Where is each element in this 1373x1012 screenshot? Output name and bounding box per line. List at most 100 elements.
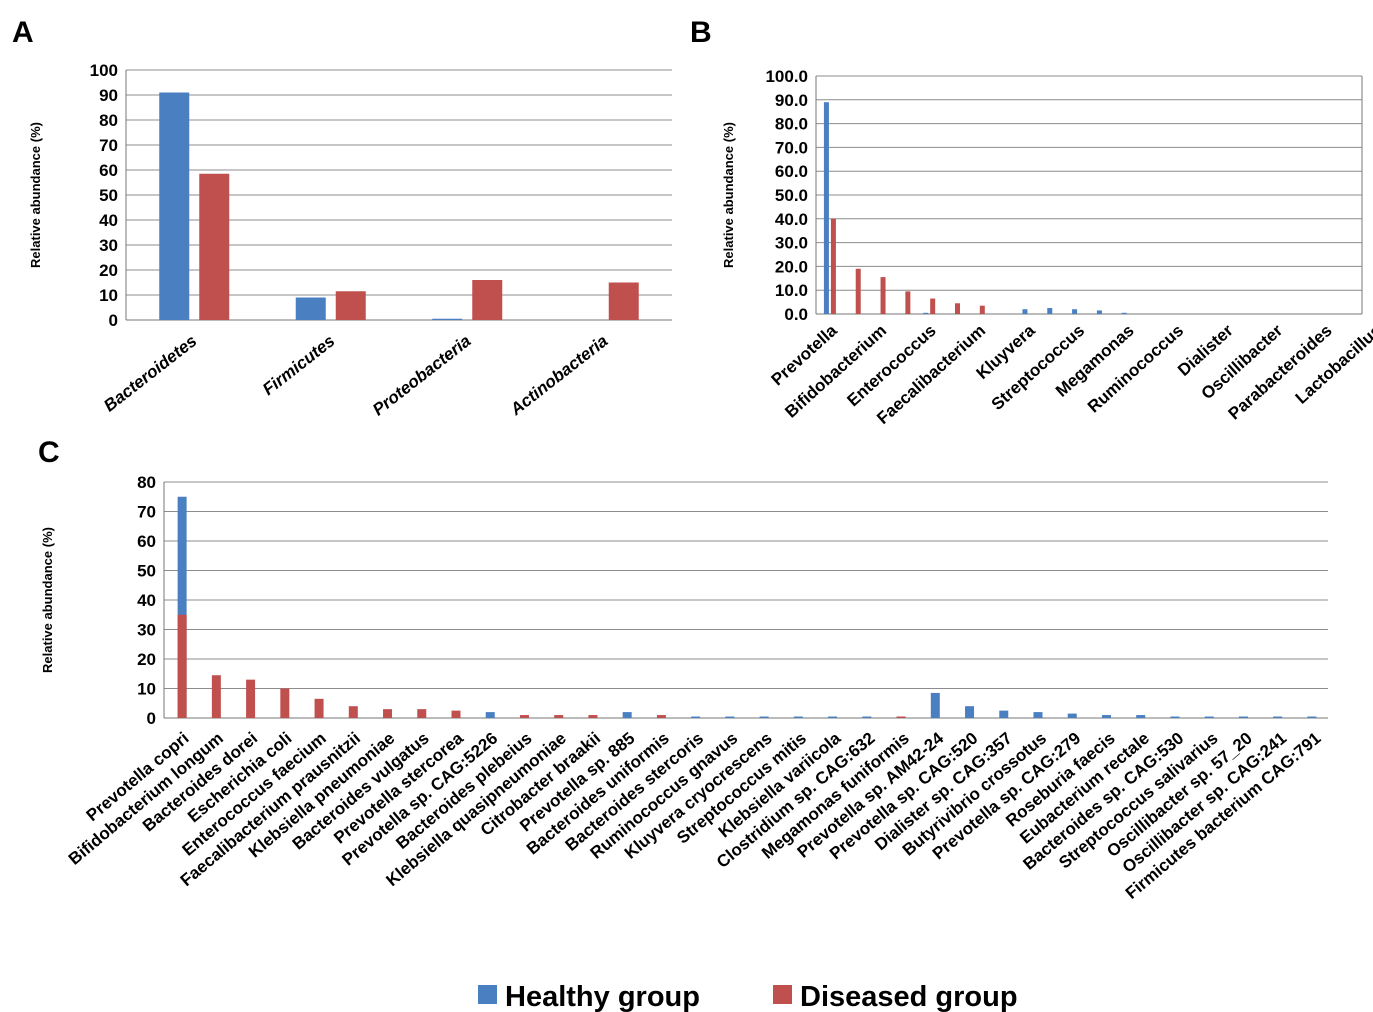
y-axis-label: Relative abundance (%) (40, 527, 55, 673)
y-tick-label: 0 (147, 709, 156, 728)
bar-diseased (211, 675, 221, 718)
panel-c-letter: C (38, 436, 60, 469)
bar-healthy (725, 716, 735, 718)
bar-healthy (1033, 712, 1043, 718)
bar-diseased (519, 715, 529, 718)
y-tick-label: 40 (137, 591, 156, 610)
y-tick-label: 90 (99, 86, 118, 105)
bar-healthy (1136, 715, 1146, 718)
bar-healthy (828, 716, 838, 718)
y-tick-label: 20 (137, 650, 156, 669)
bar-diseased (855, 268, 861, 314)
bar-diseased (335, 291, 366, 320)
legend-diseased-label: Diseased group (800, 981, 1018, 1012)
bar-healthy (1067, 713, 1077, 718)
bar-healthy (1101, 715, 1111, 718)
bar-diseased (246, 679, 256, 718)
bar-healthy (930, 692, 940, 718)
y-tick-label: 40 (99, 211, 118, 230)
y-tick-label: 80.0 (775, 115, 808, 134)
bar-healthy (1047, 308, 1053, 314)
legend-diseased-swatch (773, 985, 792, 1004)
y-tick-label: 20.0 (775, 257, 808, 276)
y-tick-label: 10 (137, 680, 156, 699)
bar-healthy (999, 710, 1009, 718)
y-tick-label: 50 (99, 186, 118, 205)
bar-diseased (199, 173, 230, 320)
bar-healthy (432, 318, 463, 320)
y-tick-label: 0 (109, 311, 118, 330)
bar-diseased (955, 303, 960, 314)
y-tick-label: 80 (99, 111, 118, 130)
y-tick-label: 30.0 (775, 234, 808, 253)
bar-healthy (1096, 310, 1102, 314)
bar-diseased (905, 291, 911, 314)
bar-diseased (880, 277, 886, 314)
bar-healthy (1204, 716, 1214, 718)
bar-healthy (159, 92, 190, 320)
y-tick-label: 50 (137, 562, 156, 581)
bar-healthy (862, 716, 872, 718)
y-tick-label: 20 (99, 261, 118, 280)
y-tick-label: 70 (137, 503, 156, 522)
y-axis-label: Relative abundance (%) (721, 122, 736, 268)
y-tick-label: 60.0 (775, 162, 808, 181)
bar-diseased (472, 280, 503, 320)
bar-diseased (554, 715, 564, 718)
x-category-label: Actinobacteria (506, 331, 612, 419)
panel-a-letter: A (12, 16, 34, 49)
bar-healthy (622, 712, 632, 718)
y-tick-label: 30 (99, 236, 118, 255)
bar-diseased (348, 706, 358, 718)
bar-diseased (451, 710, 461, 718)
bar-healthy (1022, 309, 1028, 314)
y-tick-label: 10 (99, 286, 118, 305)
bar-diseased (314, 698, 324, 718)
bar-healthy (965, 706, 975, 718)
y-tick-label: 40.0 (775, 210, 808, 229)
x-category-label: Proteobacteria (369, 331, 475, 419)
bar-diseased (417, 709, 427, 718)
bar-diseased (280, 688, 290, 718)
bar-diseased (656, 715, 666, 718)
bar-healthy (1307, 716, 1317, 718)
y-tick-label: 100 (90, 61, 118, 80)
bar-diseased (979, 305, 985, 314)
bar-diseased (588, 715, 598, 718)
chart-panel-b: 0.0 10.0 20.0 30.0 40.0 50.0 60.0 70.0 80.0 90.0 1… (721, 67, 1373, 428)
y-tick-label: 60 (99, 161, 118, 180)
bar-healthy (923, 312, 929, 314)
bar-healthy (1238, 716, 1248, 718)
bar-diseased (608, 282, 639, 320)
y-tick-label: 70.0 (775, 138, 808, 157)
bar-healthy (485, 712, 495, 718)
bar-healthy (823, 102, 829, 315)
bar-diseased (383, 709, 393, 718)
legend-healthy-swatch (478, 985, 497, 1004)
y-tick-label: 70 (99, 136, 118, 155)
bar-healthy (1072, 309, 1078, 314)
bar-diseased (896, 716, 906, 718)
y-axis-label: Relative abundance (%) (28, 122, 43, 268)
bar-healthy (793, 716, 803, 718)
bar-healthy (1121, 312, 1127, 314)
bar-diseased (830, 218, 836, 314)
y-tick-label: 50.0 (775, 186, 808, 205)
y-tick-label: 90.0 (775, 91, 808, 110)
bar-diseased (177, 614, 187, 718)
y-tick-label: 30 (137, 621, 156, 640)
y-tick-label: 80 (137, 473, 156, 492)
legend-healthy-label: Healthy group (505, 981, 700, 1012)
y-tick-label: 0.0 (784, 305, 808, 324)
legend: Healthy group Diseased group (478, 981, 1018, 1012)
chart-panel-a: 0 10 20 30 40 50 60 70 80 90 100 Relative abundance… (28, 61, 672, 419)
bar-diseased (930, 298, 936, 314)
y-tick-label: 10.0 (775, 281, 808, 300)
bar-healthy (691, 716, 701, 718)
y-tick-label: 100.0 (765, 67, 808, 86)
bar-healthy (295, 297, 326, 320)
x-category-label: Firmicutes (259, 331, 338, 399)
x-category-label: Bacteroidetes (100, 331, 200, 415)
